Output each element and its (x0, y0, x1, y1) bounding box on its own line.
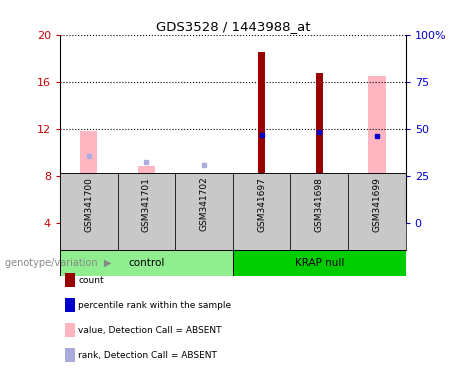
Bar (348, 173, 406, 250)
Bar (233, 173, 290, 250)
Text: GSM341697: GSM341697 (257, 177, 266, 232)
Bar (258, 52, 265, 223)
Text: percentile rank within the sample: percentile rank within the sample (78, 301, 231, 310)
Bar (60, 250, 233, 276)
Bar (60, 173, 118, 250)
Bar (118, 173, 175, 250)
Text: value, Detection Call = ABSENT: value, Detection Call = ABSENT (78, 326, 222, 335)
Text: rank, Detection Call = ABSENT: rank, Detection Call = ABSENT (78, 351, 217, 360)
Bar (175, 173, 233, 250)
Text: control: control (128, 258, 165, 268)
Text: genotype/variation  ▶: genotype/variation ▶ (5, 258, 111, 268)
Text: count: count (78, 276, 104, 285)
Text: GSM341700: GSM341700 (84, 177, 93, 232)
Bar (368, 76, 385, 223)
Text: KRAP null: KRAP null (295, 258, 344, 268)
Text: GSM341702: GSM341702 (200, 177, 208, 232)
Bar (233, 250, 406, 276)
Text: GSM341699: GSM341699 (372, 177, 381, 232)
Bar (80, 131, 97, 223)
Bar (138, 166, 155, 223)
Text: GSM341698: GSM341698 (315, 177, 324, 232)
Title: GDS3528 / 1443988_at: GDS3528 / 1443988_at (155, 20, 310, 33)
Bar (290, 173, 348, 250)
Bar (195, 185, 213, 223)
Text: GSM341701: GSM341701 (142, 177, 151, 232)
Bar (316, 73, 323, 223)
